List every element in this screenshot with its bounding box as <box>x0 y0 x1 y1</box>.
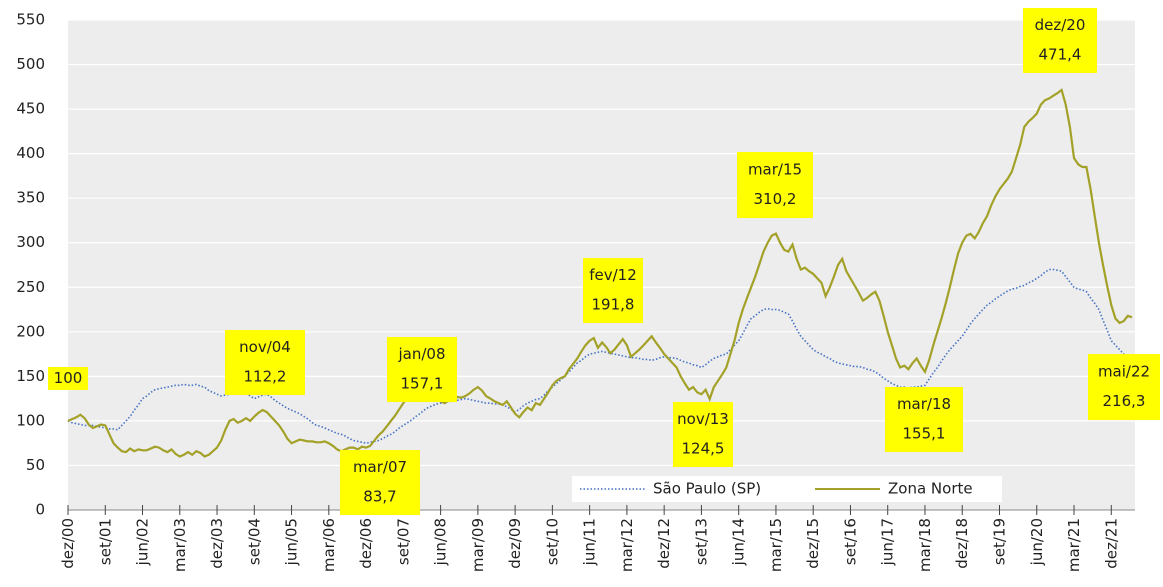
annotation-box <box>48 367 88 390</box>
legend-label: São Paulo (SP) <box>653 480 761 498</box>
y-tick-label: 500 <box>16 55 45 73</box>
y-tick-label: 350 <box>16 189 45 207</box>
annotation-value: 216,3 <box>1103 392 1146 410</box>
annotation-date: jan/08 <box>397 345 445 363</box>
x-tick-label: dez/18 <box>953 518 971 569</box>
x-tick-label: dez/09 <box>506 518 524 569</box>
annotation-date: mai/22 <box>1098 362 1150 380</box>
y-tick-label: 100 <box>16 411 45 429</box>
annotation-value: 112,2 <box>244 367 287 385</box>
annotation-date: fev/12 <box>589 266 637 284</box>
annotation-box <box>1088 354 1160 420</box>
y-tick-label: 300 <box>16 233 45 251</box>
x-tick-label: dez/15 <box>804 518 822 569</box>
x-tick-label: dez/12 <box>655 518 673 569</box>
annotation-value: 83,7 <box>363 487 396 505</box>
x-tick-label: mar/03 <box>171 518 189 572</box>
x-tick-label: set/01 <box>96 518 114 565</box>
annotation-box <box>673 402 733 467</box>
annotation-value: 100 <box>54 369 83 387</box>
annotation-value: 191,8 <box>592 295 635 313</box>
annotation-date: mar/15 <box>748 160 802 178</box>
y-tick-label: 400 <box>16 144 45 162</box>
x-tick-label: set/13 <box>692 518 710 565</box>
y-tick-label: 550 <box>16 11 45 29</box>
annotation-box <box>225 330 305 395</box>
x-tick-label: jun/08 <box>432 518 450 566</box>
annotation-value: 124,5 <box>682 439 725 457</box>
y-tick-label: 50 <box>26 456 45 474</box>
annotation-box <box>340 450 420 515</box>
y-tick-label: 450 <box>16 100 45 118</box>
annotation-value: 310,2 <box>754 190 797 208</box>
y-tick-label: 0 <box>35 501 45 519</box>
x-tick-label: mar/15 <box>767 518 785 572</box>
x-tick-label: mar/06 <box>320 518 338 572</box>
x-tick-label: set/19 <box>991 518 1009 565</box>
x-tick-label: mar/18 <box>916 518 934 572</box>
annotation-date: nov/13 <box>677 410 729 428</box>
y-tick-label: 250 <box>16 278 45 296</box>
x-tick-label: dez/03 <box>208 518 226 569</box>
annotation-box <box>737 152 813 218</box>
annotation-box <box>387 337 457 402</box>
x-tick-label: mar/12 <box>618 518 636 572</box>
y-tick-label: 150 <box>16 367 45 385</box>
annotation-box <box>583 258 643 323</box>
legend-label: Zona Norte <box>888 480 973 498</box>
x-tick-label: set/16 <box>841 518 859 565</box>
x-tick-label: jun/17 <box>879 518 897 566</box>
x-tick-label: jun/05 <box>283 518 301 566</box>
x-tick-label: set/04 <box>245 518 263 565</box>
annotation-date: mar/07 <box>353 458 407 476</box>
x-tick-label: jun/11 <box>581 518 599 566</box>
x-tick-label: jun/02 <box>134 518 152 566</box>
x-tick-label: set/10 <box>543 518 561 565</box>
x-tick-label: jun/14 <box>730 518 748 566</box>
x-tick-label: dez/06 <box>357 518 375 569</box>
annotation-date: nov/04 <box>239 338 291 356</box>
annotation-value: 157,1 <box>401 374 444 392</box>
annotation-box <box>885 387 963 452</box>
x-tick-label: set/07 <box>394 518 412 565</box>
annotation-value: 155,1 <box>903 424 946 442</box>
x-tick-label: dez/00 <box>59 518 77 569</box>
x-tick-label: mar/21 <box>1065 518 1083 572</box>
annotation-value: 471,4 <box>1039 45 1082 63</box>
annotation-box <box>1023 8 1097 73</box>
x-tick-label: jun/20 <box>1028 518 1046 566</box>
series-line <box>67 88 1133 458</box>
annotation-date: mar/18 <box>897 395 951 413</box>
x-tick-label: mar/09 <box>469 518 487 572</box>
y-tick-label: 200 <box>16 322 45 340</box>
x-tick-label: dez/21 <box>1102 518 1120 569</box>
annotation-date: dez/20 <box>1035 16 1086 34</box>
